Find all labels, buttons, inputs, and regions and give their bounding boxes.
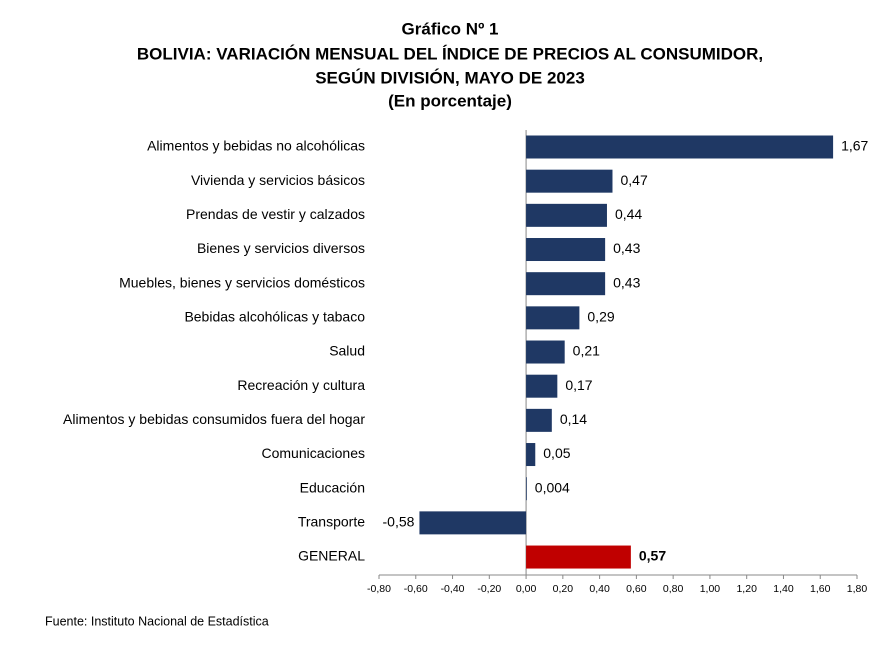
bar [526, 545, 631, 569]
bar [526, 443, 536, 467]
bar [526, 477, 527, 501]
y-tick-label: Alimentos y bebidas no alcohólicas [147, 138, 365, 154]
x-tick-label: 1,40 [773, 583, 794, 595]
x-tick-label: 1,80 [847, 583, 868, 595]
y-tick-label: Comunicaciones [262, 445, 366, 461]
data-label: 0,47 [620, 172, 647, 188]
chart-title: BOLIVIA: VARIACIÓN MENSUAL DEL ÍNDICE DE… [137, 44, 763, 63]
x-tick-label: 0,40 [589, 583, 610, 595]
x-tick-label: 0,80 [663, 583, 684, 595]
x-tick-label: 0,60 [626, 583, 647, 595]
x-tick-label: 1,20 [736, 583, 757, 595]
bar [526, 272, 606, 296]
data-label: 0,43 [613, 240, 640, 256]
bar [419, 511, 527, 535]
data-label: 0,29 [587, 309, 614, 325]
bar [526, 135, 834, 159]
bar [526, 374, 558, 398]
x-tick-label: -0,80 [367, 583, 391, 595]
data-label: 0,57 [639, 548, 666, 564]
data-label: 0,43 [613, 274, 640, 290]
data-label: 1,67 [841, 138, 868, 154]
data-label: 0,21 [573, 343, 600, 359]
data-label: 0,004 [535, 479, 570, 495]
data-label: 0,17 [565, 377, 592, 393]
y-tick-label: Bienes y servicios diversos [197, 240, 365, 256]
y-tick-label: Muebles, bienes y servicios domésticos [119, 274, 365, 290]
data-label: -0,58 [383, 514, 415, 530]
x-tick-label: 1,00 [700, 583, 721, 595]
y-tick-label: Alimentos y bebidas consumidos fuera del… [63, 411, 365, 427]
x-tick-label: -0,60 [404, 583, 428, 595]
bar [526, 169, 613, 193]
chart-subtitle: (En porcentaje) [388, 91, 512, 110]
y-tick-label: Vivienda y servicios básicos [191, 172, 365, 188]
x-tick-label: 1,60 [810, 583, 831, 595]
x-tick-label: 0,00 [516, 583, 537, 595]
y-tick-label: Transporte [298, 514, 365, 530]
bar [526, 306, 580, 330]
data-label: 0,44 [615, 206, 642, 222]
y-tick-label: Educación [300, 479, 365, 495]
bar [526, 203, 607, 227]
chart-title: Gráfico Nº 1 [402, 19, 499, 38]
bar [526, 340, 565, 364]
y-tick-label: Recreación y cultura [237, 377, 365, 393]
x-tick-label: 0,20 [553, 583, 574, 595]
source: Fuente: Instituto Nacional de Estadístic… [45, 614, 269, 628]
data-label: 0,05 [543, 445, 570, 461]
x-tick-label: -0,40 [441, 583, 465, 595]
bar [526, 238, 606, 262]
y-tick-label: Salud [329, 343, 365, 359]
x-tick-label: -0,20 [477, 583, 501, 595]
y-tick-label: GENERAL [298, 548, 365, 564]
bar [526, 408, 552, 432]
y-tick-label: Prendas de vestir y calzados [186, 206, 365, 222]
y-tick-label: Bebidas alcohólicas y tabaco [184, 309, 365, 325]
data-label: 0,14 [560, 411, 587, 427]
chart-title: SEGÚN DIVISIÓN, MAYO DE 2023 [315, 68, 585, 87]
